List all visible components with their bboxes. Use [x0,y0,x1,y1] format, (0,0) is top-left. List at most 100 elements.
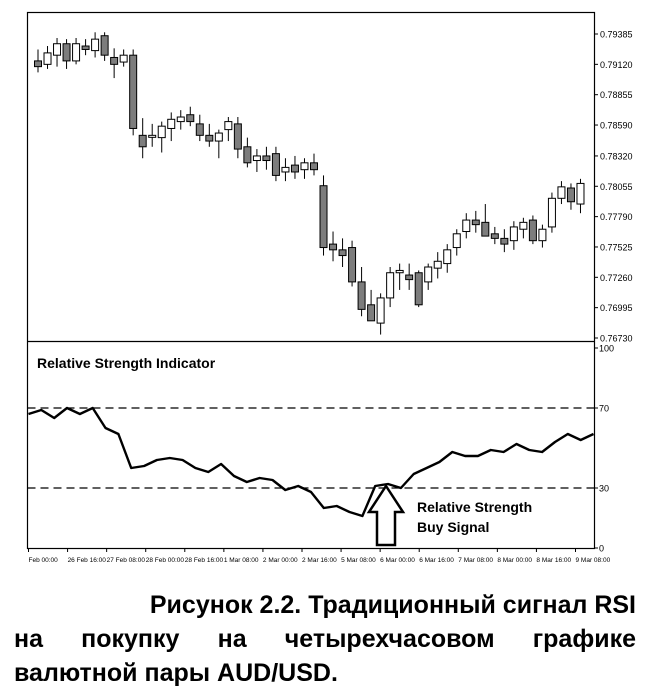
price-tick-label: 0.79385 [600,30,633,40]
candle-body [319,185,328,249]
candle-body [395,269,404,274]
candle [167,112,176,142]
candle [176,110,185,130]
candle-body [176,116,185,123]
rsi-axis: 100 70 30 0 [594,344,614,554]
caption-line-1: Рисунок 2.2. Традиционный сигнал RSI [149,591,636,619]
candle [348,240,357,287]
candle-body [138,134,147,148]
candle [414,270,423,308]
candle [471,210,480,233]
candle-body [119,54,128,63]
candle [481,204,490,237]
candle-body [490,233,499,239]
buy-signal-label-line1: Relative Strength [417,499,532,515]
candle [100,32,109,61]
time-tick-label: 2 Mar 16:00 [302,557,337,564]
candle-body [433,260,442,269]
candle-body [481,221,490,237]
candle-body [310,162,318,171]
candle [405,263,414,290]
candle-body [81,45,90,50]
candle-body [329,243,338,251]
price-tick-label: 0.76995 [600,303,633,313]
price-tick-label: 0.79120 [600,60,633,70]
price-tick-label: 0.78055 [600,182,633,192]
candle-body [110,56,119,65]
rsi-tick-label: 100 [599,344,614,354]
candle [119,49,128,67]
candle-body [34,60,42,68]
candle-body [547,197,556,228]
candle-body [443,249,452,265]
candle [519,217,528,239]
candle [500,229,509,253]
candle-body [167,118,176,129]
candle [395,263,404,290]
candle-body [224,121,233,131]
chart-frame [26,11,596,550]
candle-body [528,219,537,242]
candle-body [348,247,357,283]
time-tick-label: 9 Mar 08:00 [576,557,611,564]
candle [462,213,471,239]
candle-body [452,233,461,249]
time-tick-label: 1 Mar 08:00 [224,557,259,564]
rsi-tick-label: 70 [599,404,609,414]
candle-body [386,272,395,299]
candle-body [157,125,166,139]
candle [205,123,214,147]
candle [528,215,537,245]
candle [376,293,385,335]
time-tick-label: 6 Mar 00:00 [380,557,415,564]
time-tick-label: 28 Feb 00:00 [146,557,185,564]
candle [576,178,585,214]
candle [62,39,71,69]
candle-body [376,297,385,324]
price-tick-label: 0.76730 [600,334,633,344]
rsi-line [28,406,595,518]
candle [509,221,518,250]
candle [433,252,442,279]
candle [424,263,433,290]
price-pane [34,32,585,335]
candle-body [509,226,518,242]
rsi-tick-label: 30 [599,484,609,494]
candle [367,289,376,322]
time-tick-label: 6 Mar 16:00 [419,557,454,564]
caption-line-2: на покупку на четырехчасовом графике [14,625,636,653]
candle [195,114,204,142]
candle-body [243,146,252,164]
time-tick-label: 7 Mar 08:00 [458,557,493,564]
candle [81,39,90,56]
candle-body [338,249,347,257]
candle-body [100,35,109,56]
candle [329,231,338,262]
candle [214,129,223,159]
candle-body [566,187,575,203]
candle [443,244,452,273]
rsi-tick-label: 0 [599,544,604,554]
candle-body [281,166,290,173]
candle [338,238,347,268]
candle-body [424,266,433,283]
price-tick-label: 0.78855 [600,90,633,100]
time-tick-label: 27 Feb 08:00 [107,557,146,564]
candle [357,267,366,317]
candle-body [148,134,157,138]
candle-body [53,43,62,56]
time-tick-label: 26 Feb 16:00 [68,557,107,564]
rsi-title: Relative Strength Indicator [37,355,216,371]
price-tick-label: 0.78320 [600,151,633,161]
candle [243,137,252,168]
candle [490,226,499,245]
candle [319,175,328,256]
price-tick-label: 0.77525 [600,242,633,252]
time-tick-label: 8 Mar 16:00 [536,557,571,564]
candle [452,229,461,256]
figure-caption: Рисунок 2.2. Традиционный сигнал RSI на … [14,588,636,690]
buy-signal-arrow-icon [366,483,406,547]
candle-body [557,186,566,199]
time-tick-label: 28 Feb 16:00 [185,557,224,564]
candle [547,192,556,233]
